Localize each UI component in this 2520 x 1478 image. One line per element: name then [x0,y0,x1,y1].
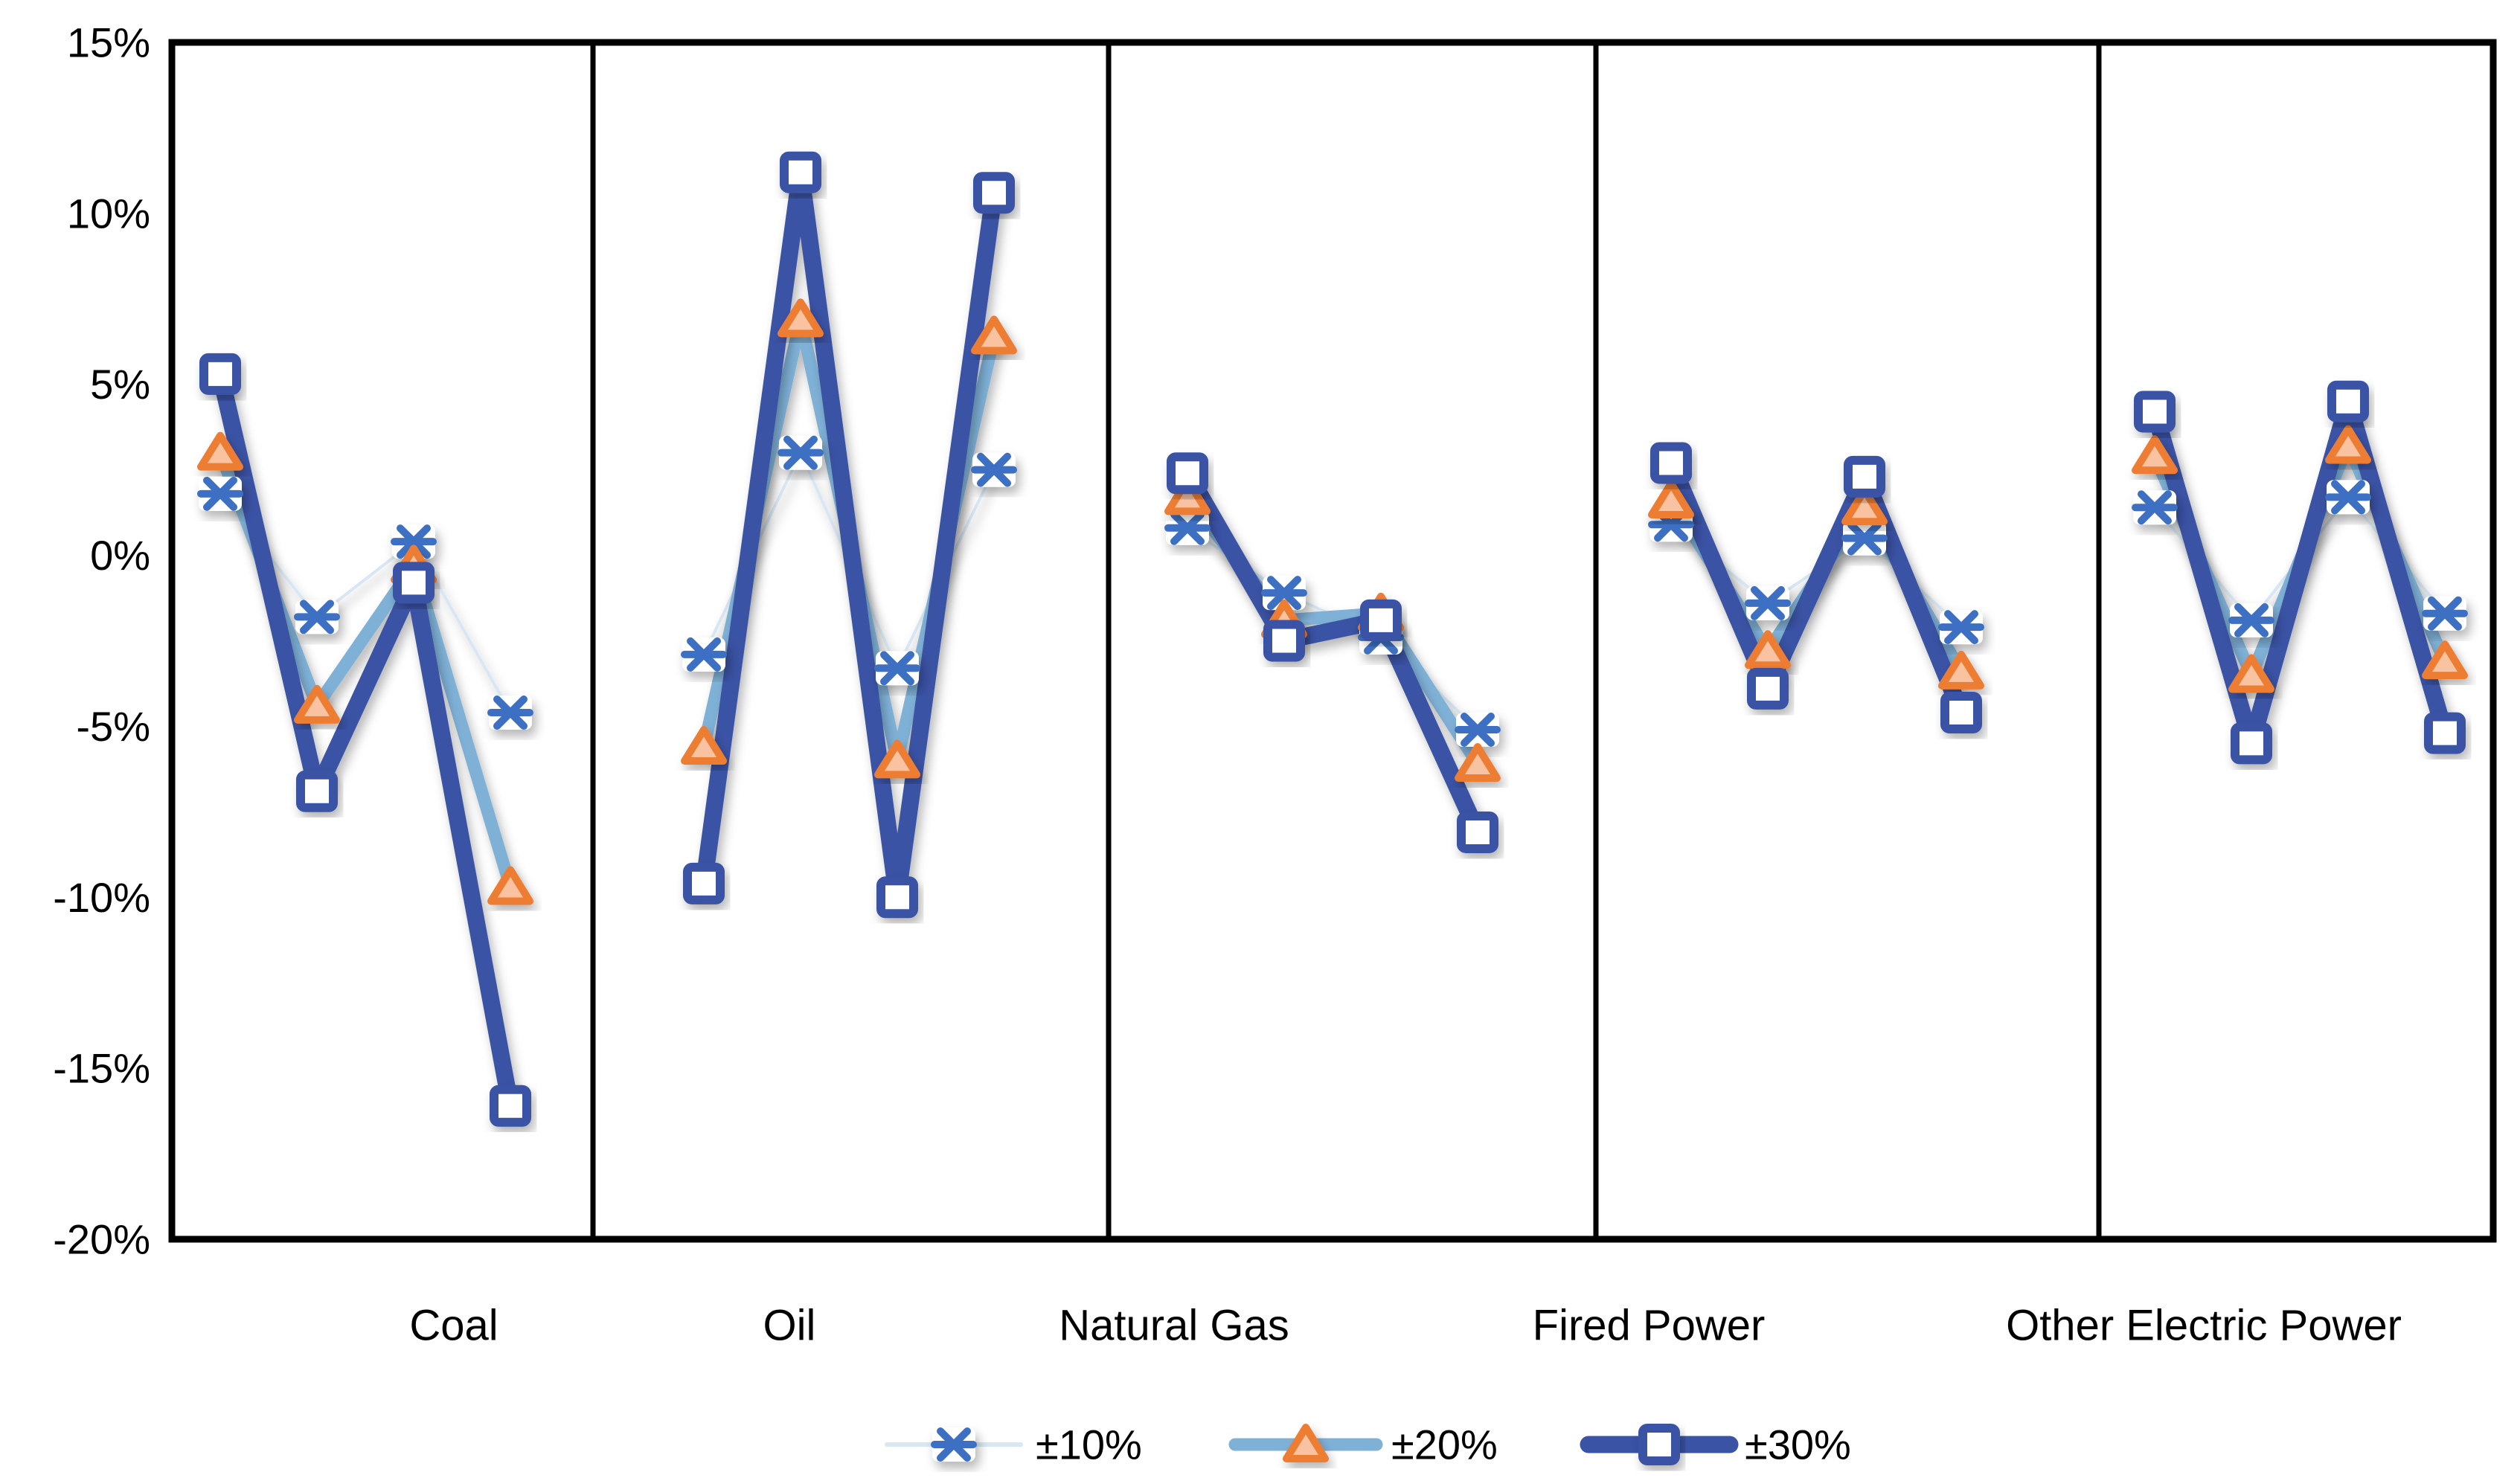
y-tick-label: -10% [53,874,150,921]
triangle-marker-Fired Power-p3 [1841,486,1888,526]
x-asterisk-marker-Coal-p1 [197,476,243,511]
square-marker-Fired Power-p4 [1940,692,1982,734]
triangle-marker-Other Electric Power-p2 [2228,654,2274,693]
series-line-±30%-Natural Gas [1179,464,1487,841]
square-marker-Fired Power-p2 [1747,667,1789,710]
category-label-Other Electric Power: Other Electric Power [2006,1302,2402,1350]
square-marker-Fired Power-p3 [1844,455,1885,498]
category-label-Oil: Oil [763,1302,816,1350]
square-marker-Oil-p2 [780,151,821,193]
legend-item-±10%: ±10% [885,1421,1142,1468]
x-asterisk-marker-Oil-p3 [874,651,920,686]
triangle-marker-Oil-p2 [778,298,824,338]
x-asterisk-marker-Fired Power-p4 [1938,610,1984,645]
x-asterisk-marker-Other Electric Power-p2 [2228,603,2274,637]
legend-label: ±30% [1745,1421,1851,1468]
legend-label: ±20% [1391,1421,1498,1468]
triangle-marker-Fired Power-p1 [1648,480,1694,519]
series-line-±30%-Other Electric Power [2146,393,2454,752]
plot-border [168,39,2497,1243]
y-tick-label: -15% [53,1045,150,1092]
series-line-±30%-Oil [695,164,1003,906]
legend-label: ±10% [1036,1421,1142,1468]
triangle-marker-Coal-p4 [487,866,533,905]
triangle-marker-Oil-p1 [681,726,727,765]
triangle-marker-Fired Power-p4 [1938,650,1984,690]
category-label-Natural Gas: Natural Gas [1059,1302,1289,1350]
square-marker-Other Electric Power-p4 [2424,712,2466,754]
x-asterisk-marker-Coal-p3 [391,524,437,559]
series-line-±30%-Fired Power [1662,454,1970,722]
legend-item-±30%: ±30% [1580,1421,1851,1468]
x-asterisk-marker-Oil-p2 [778,435,824,470]
triangle-marker-legend-±20% [1283,1424,1329,1462]
triangle-marker-Coal-p1 [197,431,243,471]
square-marker-Coal-p3 [393,562,435,604]
square-marker-Coal-p2 [296,770,338,812]
square-marker-Oil-p4 [973,172,1015,214]
triangle-marker-Natural Gas-p1 [1164,476,1211,515]
square-marker-Natural Gas-p2 [1263,620,1305,662]
triangle-marker-Fired Power-p2 [1745,630,1791,669]
triangle-marker-Oil-p4 [971,315,1017,355]
x-asterisk-marker-Natural Gas-p2 [1261,576,1307,611]
square-marker-Coal-p4 [490,1085,531,1127]
triangle-marker-Coal-p2 [294,684,340,724]
square-marker-Other Electric Power-p3 [2327,380,2369,422]
square-marker-legend-±30% [1638,1424,1680,1465]
square-marker-Fired Power-p1 [1650,442,1692,484]
y-tick-label: 10% [67,190,150,237]
triangle-marker-Oil-p3 [874,739,920,779]
square-marker-Natural Gas-p3 [1360,599,1402,641]
x-asterisk-marker-Other Electric Power-p3 [2325,480,2371,515]
triangle-marker-Other Electric Power-p4 [2422,640,2468,680]
square-marker-Natural Gas-p4 [1457,811,1498,853]
x-asterisk-marker-Oil-p4 [971,452,1017,487]
category-label-Fired Power: Fired Power [1533,1302,1766,1350]
triangle-marker-Other Electric Power-p1 [2132,435,2178,475]
legend-item-±20%: ±20% [1228,1421,1498,1468]
x-asterisk-marker-Coal-p2 [294,600,340,634]
y-tick-label: -5% [76,703,150,750]
x-asterisk-marker-Other Electric Power-p4 [2422,596,2468,631]
x-asterisk-marker-legend-±10% [931,1427,977,1462]
square-marker-Oil-p3 [876,876,918,919]
triangle-marker-Other Electric Power-p3 [2325,425,2371,464]
x-asterisk-marker-Fired Power-p3 [1841,521,1888,556]
y-tick-label: -20% [53,1216,150,1263]
square-marker-Other Electric Power-p1 [2134,391,2176,433]
square-marker-Other Electric Power-p2 [2231,722,2272,765]
x-asterisk-marker-Coal-p4 [487,695,533,730]
series-line-±30%-Coal [211,365,519,1115]
square-marker-Oil-p1 [683,862,725,905]
y-tick-label: 15% [67,19,150,66]
x-asterisk-marker-Natural Gas-p1 [1164,510,1211,545]
x-asterisk-marker-Natural Gas-p4 [1455,713,1501,748]
category-label-Coal: Coal [409,1302,498,1350]
square-marker-Coal-p1 [199,353,241,395]
x-asterisk-marker-Fired Power-p2 [1745,585,1791,620]
triangle-marker-Natural Gas-p4 [1455,743,1501,782]
x-asterisk-marker-Oil-p1 [681,637,727,672]
square-marker-Natural Gas-p1 [1167,452,1208,495]
x-asterisk-marker-Other Electric Power-p1 [2132,490,2178,525]
y-tick-label: 0% [90,532,150,579]
y-tick-label: 5% [90,361,150,408]
